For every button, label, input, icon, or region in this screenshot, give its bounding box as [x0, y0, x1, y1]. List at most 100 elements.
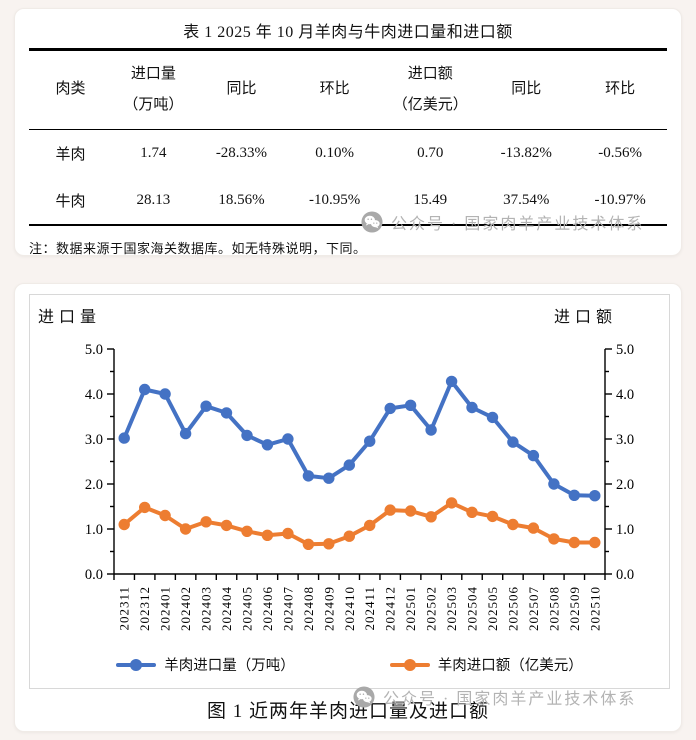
table-cell: 37.54%	[503, 192, 550, 208]
svg-text:202411: 202411	[362, 586, 377, 631]
data-point	[527, 449, 540, 462]
data-point	[445, 497, 458, 509]
table-cell: 28.13	[136, 192, 171, 208]
legend-marker	[116, 658, 157, 671]
header-cell: 进口量 （万吨）	[123, 65, 184, 114]
data-point	[261, 529, 274, 541]
data-point	[486, 510, 499, 523]
data-point	[404, 505, 417, 517]
header-cell: 同比	[511, 81, 542, 98]
table-cell: 15.49	[413, 192, 448, 208]
data-point	[282, 433, 294, 445]
table-cell: 0.70	[417, 145, 444, 161]
table-row: 牛肉 28.13 18.56% -10.95% 15.49 37.54% -10.97%	[29, 177, 667, 224]
svg-text:3.0: 3.0	[85, 432, 103, 448]
left-axis-title: 进口量	[38, 309, 102, 326]
legend-label: 羊肉进口量（万吨）	[164, 658, 295, 674]
svg-text:202506: 202506	[505, 586, 520, 631]
chart-card: 进口量 进口额 0.0 0.0 1.0 1.0 2.0 2.0 3.0 3.0 4.0 4.0 5.…	[14, 283, 682, 732]
legend-marker	[389, 658, 430, 671]
legend-item: 羊肉进口额（亿美元）	[389, 654, 583, 675]
svg-text:202503: 202503	[444, 586, 459, 631]
svg-text:5.0: 5.0	[85, 342, 103, 358]
table-header-row: 肉类 进口量 （万吨） 同比 环比 进口额 （亿美元） 同比 环比	[29, 51, 667, 130]
data-point	[466, 401, 478, 414]
data-point	[159, 509, 171, 522]
svg-text:0.0: 0.0	[85, 567, 103, 583]
svg-text:1.0: 1.0	[616, 522, 634, 538]
data-point	[527, 522, 540, 534]
table-cell: 0.10%	[315, 145, 354, 161]
svg-text:202311: 202311	[117, 586, 132, 631]
data-point	[384, 504, 396, 516]
svg-text:202509: 202509	[567, 586, 582, 631]
table-cell: 1.74	[140, 145, 167, 161]
svg-text:202312: 202312	[137, 586, 152, 631]
data-point	[466, 506, 478, 518]
data-point	[507, 436, 519, 448]
svg-text:202404: 202404	[219, 586, 234, 631]
data-point	[200, 516, 212, 528]
data-point	[241, 525, 253, 537]
svg-text:4.0: 4.0	[616, 387, 634, 403]
svg-text:202401: 202401	[158, 586, 173, 631]
table-body: 羊肉 1.74 -28.33% 0.10% 0.70 -13.82% -0.56% 牛肉 28.…	[29, 130, 667, 224]
data-point	[118, 518, 130, 531]
svg-text:202501: 202501	[403, 586, 418, 631]
line-chart-svg: 0.0 0.0 1.0 1.0 2.0 2.0 3.0 3.0 4.0 4.0 5.0 5.0 2023…	[85, 342, 634, 631]
chart-caption: 图 1 近两年羊肉进口量及进口额	[206, 701, 489, 722]
import-table: 肉类 进口量 （万吨） 同比 环比 进口额 （亿美元） 同比 环比 羊肉 1.74 -28.33…	[29, 48, 667, 226]
svg-text:202402: 202402	[178, 586, 193, 631]
data-point	[118, 432, 130, 444]
svg-text:202405: 202405	[239, 586, 254, 631]
data-point	[261, 439, 274, 451]
table-cell: 羊肉	[55, 147, 86, 163]
data-point	[343, 459, 355, 471]
svg-text:2.0: 2.0	[616, 477, 634, 493]
data-point	[139, 501, 151, 514]
table-cell: 18.56%	[218, 192, 265, 208]
data-point	[589, 490, 601, 502]
svg-text:202410: 202410	[342, 586, 357, 631]
data-point	[486, 411, 499, 424]
svg-text:202502: 202502	[424, 586, 439, 631]
data-point	[589, 536, 601, 549]
svg-text:202504: 202504	[465, 586, 480, 631]
data-point	[343, 530, 355, 542]
legend-label: 羊肉进口额（亿美元）	[437, 658, 583, 674]
data-point	[425, 511, 437, 523]
table-card: 表 1 2025 年 10 月羊肉与牛肉进口量和进口额 肉类 进口量 （万吨） 同比…	[14, 8, 682, 256]
svg-text:202510: 202510	[587, 586, 602, 631]
table-cell: -0.56%	[598, 145, 642, 161]
table-note: 注：数据来源于国家海关数据库。如无特殊说明，下同。	[29, 241, 367, 256]
chart-frame: 进口量 进口额 0.0 0.0 1.0 1.0 2.0 2.0 3.0 3.0 4.0 4.0 5.…	[29, 294, 670, 689]
data-point	[507, 518, 519, 531]
svg-text:202508: 202508	[546, 586, 561, 631]
svg-text:0.0: 0.0	[616, 567, 634, 583]
svg-text:202407: 202407	[280, 586, 295, 631]
data-point	[179, 427, 192, 440]
data-point	[323, 538, 335, 550]
data-point	[548, 478, 560, 490]
header-cell: 肉类	[55, 81, 86, 98]
data-point	[568, 489, 580, 501]
legend-item: 羊肉进口量（万吨）	[116, 654, 295, 675]
svg-text:5.0: 5.0	[616, 342, 634, 358]
header-cell: 进口额 （亿美元）	[392, 65, 468, 114]
data-point	[568, 536, 580, 549]
table-title: 表 1 2025 年 10 月羊肉与牛肉进口量和进口额	[183, 24, 513, 41]
data-point	[179, 523, 192, 535]
data-point	[139, 383, 151, 396]
svg-text:202507: 202507	[526, 586, 541, 631]
table-cell: -10.95%	[308, 192, 361, 208]
table-cell: -10.97%	[594, 192, 646, 208]
data-point	[425, 424, 437, 436]
data-point	[220, 519, 233, 532]
line-chart: 0.0 0.0 1.0 1.0 2.0 2.0 3.0 3.0 4.0 4.0 5.0 5.0 2023…	[30, 295, 669, 688]
svg-text:202409: 202409	[321, 586, 336, 631]
data-point	[445, 375, 458, 388]
data-point	[364, 519, 376, 532]
data-point	[548, 533, 560, 545]
data-point	[302, 538, 315, 550]
